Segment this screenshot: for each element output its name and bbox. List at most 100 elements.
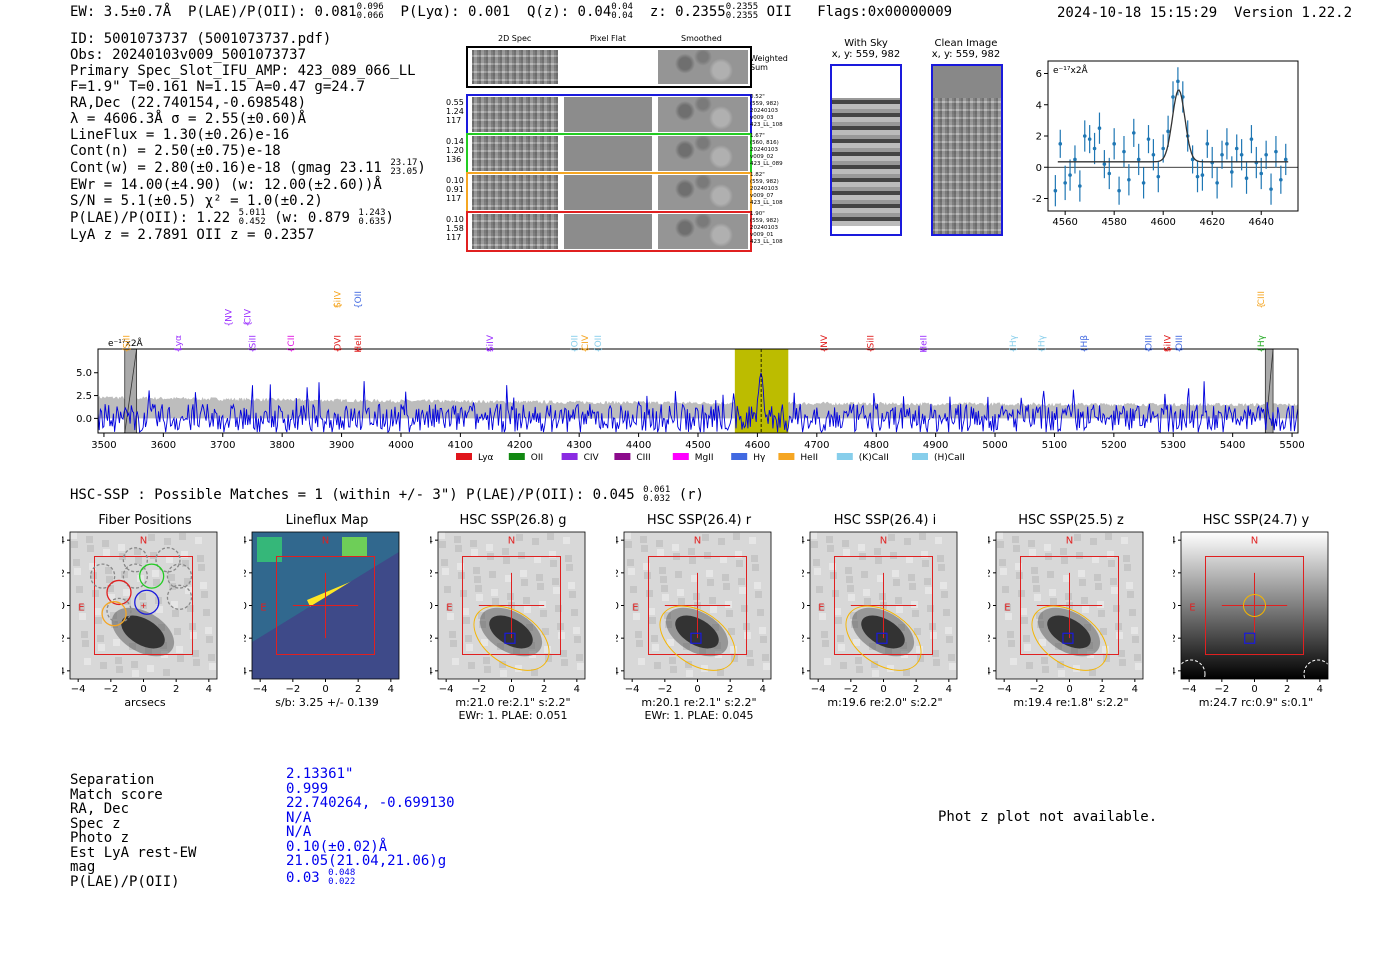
cutout-noise-pixel — [534, 556, 541, 563]
xtick-label: −2 — [285, 684, 300, 695]
cutout-noise-pixel — [659, 567, 666, 574]
cutout-noise-pixel — [1008, 640, 1015, 647]
legend-swatch — [614, 453, 631, 460]
emission-line-marker: CII{ — [287, 335, 297, 353]
cutout-noise-pixel — [1131, 627, 1138, 634]
cutout-noise-pixel — [888, 534, 895, 541]
cutout-noise-pixel — [1113, 605, 1120, 612]
zoom-point — [1058, 142, 1063, 146]
info-ewr: EWr = 14.00(±4.90) (w: 12.00(±2.60))Å — [70, 177, 382, 193]
cutout-noise-pixel — [561, 659, 568, 666]
cutout-noise-pixel — [1047, 571, 1054, 578]
cutout-noise-pixel — [911, 601, 918, 608]
fiber-stat: 1.24 — [446, 107, 464, 116]
cutout-noise-pixel — [442, 568, 449, 575]
zoom-point — [1283, 157, 1288, 162]
ytick-label: 2 — [802, 568, 805, 579]
cutout-noise-pixel — [627, 559, 634, 566]
cutout-noise-pixel — [739, 587, 746, 594]
flags-value: Flags:0x00000009 — [817, 4, 953, 20]
zoom-point — [1274, 149, 1278, 154]
zoom-point — [1112, 142, 1116, 146]
zoom-point — [1122, 149, 1126, 154]
fiber-circle — [134, 589, 160, 615]
emission-line-brace: { — [225, 321, 235, 327]
cutout-noise-pixel — [752, 564, 759, 571]
cutout-noise-pixel — [576, 654, 583, 661]
cutout-noise-pixel — [903, 669, 910, 676]
cutout-noise-pixel — [452, 658, 459, 665]
cutout-noise-pixel — [545, 655, 552, 662]
cutout-noise-pixel — [500, 670, 507, 677]
z-value: z: 0.2355 — [649, 4, 726, 20]
cutout-noise-pixel — [184, 578, 191, 585]
zoom-point — [1073, 157, 1077, 162]
cutout-noise-pixel — [661, 585, 668, 592]
cutout-noise-pixel — [1060, 548, 1067, 555]
hsc-caption-line: m:21.0 re:2.1" s:2.2" — [455, 696, 571, 709]
emission-line-label: HeII — [354, 335, 364, 353]
zoom-point — [1176, 79, 1180, 84]
cutout-noise-pixel — [1118, 650, 1125, 657]
cutout-noise-pixel — [644, 572, 651, 579]
zoom-ytick-label: 4 — [1036, 100, 1042, 111]
info-params: F=1.9" T=0.161 N=1.15 A=0.47 g=24.7 — [70, 79, 366, 95]
spectrum-xtick-label: 3500 — [91, 440, 116, 451]
cutout-noise-pixel — [633, 613, 640, 620]
spectrum-xtick-label: 3600 — [151, 440, 176, 451]
fiber-row-meta: 1.90" (559, 982) 20240103 v009_01 423_LL_108 — [750, 211, 795, 246]
cutout-noise-pixel — [693, 593, 700, 600]
cutout-noise-pixel — [996, 532, 1003, 539]
cutout-noise-pixel — [1000, 568, 1007, 575]
emission-line-label: OVI — [333, 335, 343, 351]
fiber-meta: 20240103 — [750, 147, 778, 153]
zoom-point — [1249, 137, 1254, 141]
cutout-noise-pixel — [566, 564, 573, 571]
cutout-noise-pixel — [171, 601, 178, 608]
emission-line-marker: SiIV{ — [333, 290, 343, 309]
cutout-noise-pixel — [840, 662, 847, 669]
cutout-noise-pixel — [824, 658, 831, 665]
info-sn: S/N = 5.1(±0.5) χ² = 1.0(±0.2) — [70, 193, 323, 209]
spectrum-xtick-label: 4000 — [388, 440, 413, 451]
spectrum-xtick-label: 3800 — [269, 440, 294, 451]
xtick-label: 2 — [1099, 684, 1105, 695]
emission-line-marker: Lyα{ — [174, 335, 184, 353]
legend-label: Lyα — [478, 453, 494, 463]
cutout-noise-pixel — [100, 662, 107, 669]
cutout-noise-pixel — [179, 533, 186, 540]
cutout-noise-pixel — [1010, 658, 1017, 665]
cutout-noise-pixel — [190, 632, 197, 639]
info-contw: Cont(w) = 2.80(±0.16)e-18 (gmag 23.11 23… — [70, 158, 426, 177]
cutout-noise-pixel — [444, 586, 451, 593]
cutout-noise-pixel — [150, 552, 157, 559]
cutout-noise-pixel — [1028, 540, 1035, 547]
cutout-noise-pixel — [1005, 613, 1012, 620]
hsc-panel-title: Lineflux Map — [285, 513, 369, 528]
cutout-noise-pixel — [153, 579, 160, 586]
hsc-panel-caption: m:19.4 re:1.8" s:2.2" — [971, 696, 1171, 709]
cutout-noise-pixel — [168, 574, 175, 581]
cutout-noise-pixel — [877, 575, 884, 582]
cutout-noise-pixel — [822, 640, 829, 647]
xtick-label: 4 — [574, 684, 580, 695]
zoom-point — [1205, 142, 1210, 146]
emission-line-brace: { — [1009, 347, 1019, 353]
cutout-noise-pixel — [738, 578, 745, 585]
emission-line-label: Hγ — [1037, 334, 1047, 347]
spectrum-noise-band — [98, 395, 1298, 419]
cutout-noise-pixel — [105, 567, 112, 574]
fiber-meta: 0.52" — [750, 94, 765, 100]
hsc-caption-line: s/b: 3.25 +/- 0.139 — [275, 696, 379, 709]
cutout-noise-pixel — [553, 587, 560, 594]
legend-swatch — [672, 453, 689, 460]
hsc-panel-image: N E −4 −4 −2 −2 0 0 2 2 4 4 — [616, 531, 772, 695]
info-radec: RA,Dec (22.740154,-0.698548) — [70, 95, 307, 111]
cutout-noise-pixel — [549, 551, 556, 558]
zoom-point — [1117, 188, 1121, 193]
cutout-noise-pixel — [1073, 665, 1080, 672]
cutout-noise-pixel — [924, 578, 931, 585]
emission-line-label: Hβ — [1080, 335, 1090, 348]
cutout-noise-pixel — [861, 571, 868, 578]
cutout-noise-pixel — [706, 570, 713, 577]
